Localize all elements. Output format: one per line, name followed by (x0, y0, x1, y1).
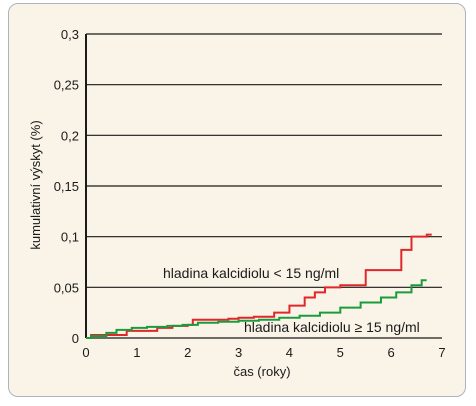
x-tick-label-2: 2 (184, 345, 191, 360)
x-tick-label-7: 7 (438, 345, 445, 360)
series-line-0 (86, 233, 432, 339)
y-tick-label-5: 0,25 (54, 78, 79, 93)
series-label-high-calcidiol: hladina kalcidiolu ≥ 15 ng/ml (244, 319, 420, 335)
x-tick-label-6: 6 (388, 345, 395, 360)
chart-frame (8, 3, 466, 397)
x-tick-label-4: 4 (286, 345, 293, 360)
axes (85, 34, 442, 339)
x-tick-label-0: 0 (82, 345, 89, 360)
y-tick-label-3: 0,15 (54, 179, 79, 194)
series-line-1 (86, 279, 427, 339)
grid-lines (86, 33, 442, 288)
series-lines (86, 233, 432, 339)
y-tick-label-4: 0,2 (61, 128, 79, 143)
y-tick-label-1: 0,05 (54, 280, 79, 295)
x-tick-labels: 0 1 2 3 4 5 6 7 (82, 345, 445, 360)
y-tick-labels: 0 0,05 0,1 0,15 0,2 0,25 0,3 (54, 27, 79, 346)
y-tick-label-2: 0,1 (61, 230, 79, 245)
series-label-low-calcidiol: hladina kalcidiolu < 15 ng/ml (163, 265, 339, 281)
x-axis-title: čas (roky) (233, 364, 290, 379)
y-tick-label-6: 0,3 (61, 27, 79, 42)
x-tick-label-3: 3 (235, 345, 242, 360)
x-tick-label-5: 5 (337, 345, 344, 360)
y-tick-label-0: 0 (72, 331, 79, 346)
x-tick-label-1: 1 (133, 345, 140, 360)
y-axis-title: kumulativní výskyt (%) (28, 120, 43, 249)
